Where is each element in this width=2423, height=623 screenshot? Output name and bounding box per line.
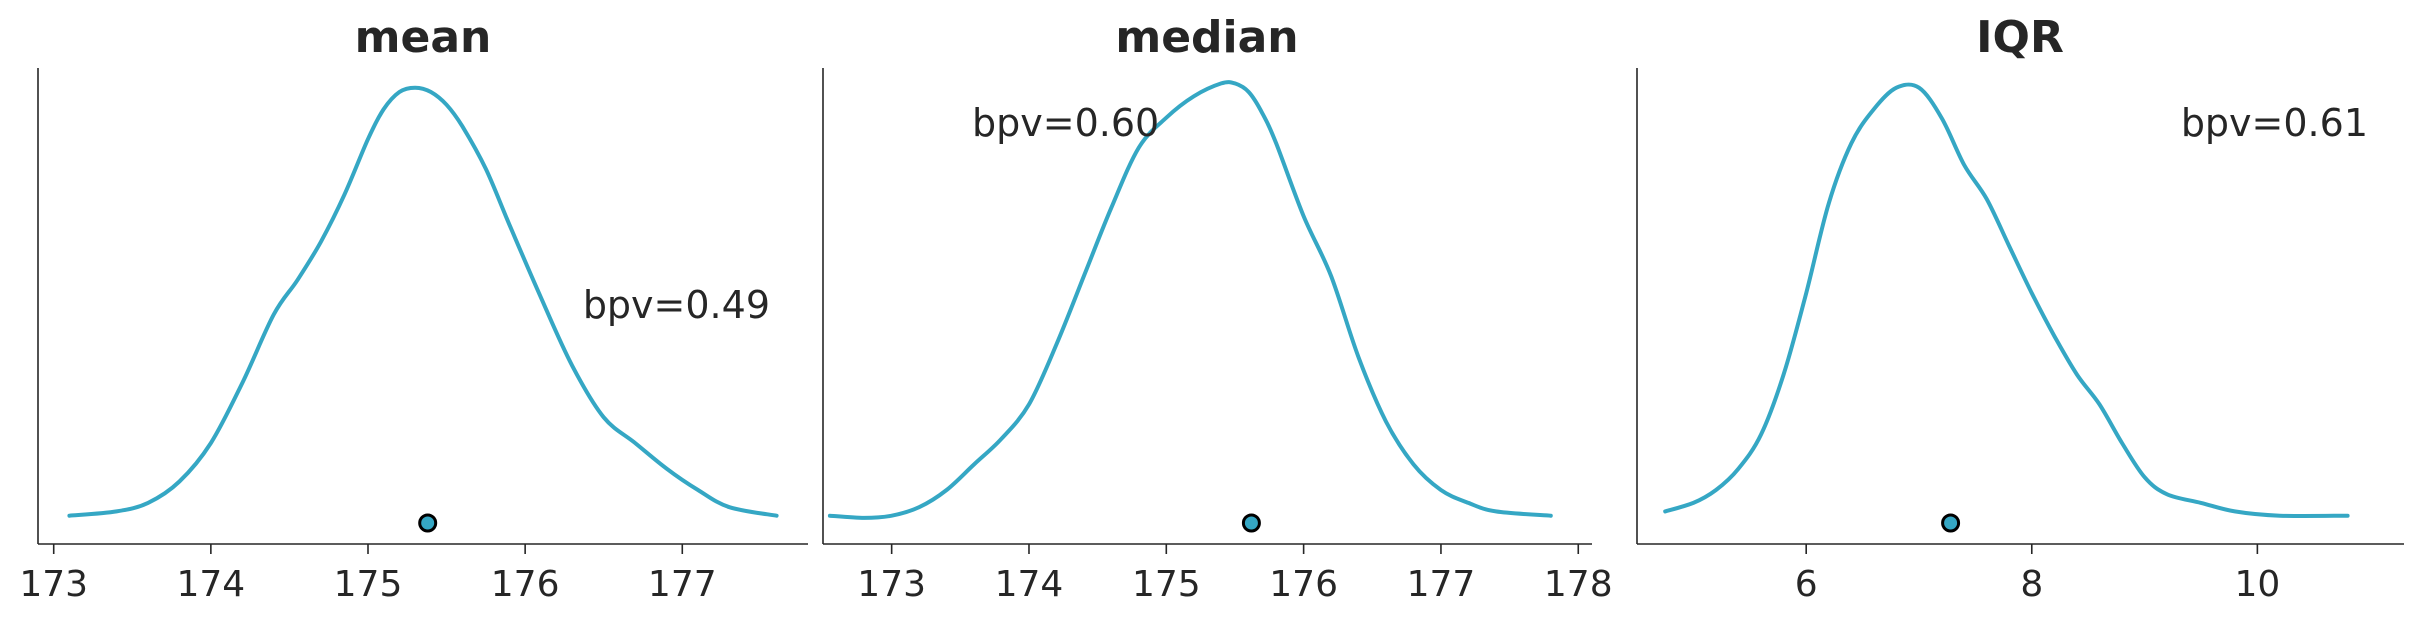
x-tick-label-mean: 174 [176, 564, 245, 605]
observed-statistic-point-iqr [1941, 513, 1961, 533]
kde-curve-median [827, 80, 1553, 520]
x-tick-label-iqr: 6 [1795, 564, 1818, 605]
kde-curve-mean [67, 85, 779, 518]
panel-mean: mean 173 174 175 176 177 bpv=0.49 [19, 12, 808, 605]
observed-statistic-point-median [1241, 513, 1261, 533]
x-tick-label-iqr: 8 [2020, 564, 2043, 605]
x-tick-label-median: 178 [1544, 564, 1613, 605]
x-tick-label-median: 173 [857, 564, 926, 605]
bpv-label-mean: bpv=0.49 [583, 283, 770, 327]
panel-median: median 173 174 175 176 177 178 bpv=0.60 [822, 12, 1613, 605]
x-tick-label-iqr: 10 [2234, 564, 2280, 605]
x-tick-label-mean: 177 [648, 564, 717, 605]
x-ticks-iqr: 6 8 10 [1795, 544, 2280, 605]
bpv-label-median: bpv=0.60 [972, 101, 1159, 145]
panel-title-median: median [1115, 12, 1298, 63]
bpv-label-iqr: bpv=0.61 [2181, 101, 2368, 145]
observed-statistic-point-mean [418, 513, 438, 533]
x-ticks-median: 173 174 175 176 177 178 [857, 544, 1613, 605]
kde-curve-iqr [1663, 82, 2350, 519]
panel-title-iqr: IQR [1976, 12, 2064, 63]
x-tick-label-median: 175 [1132, 564, 1201, 605]
x-tick-label-median: 174 [995, 564, 1064, 605]
x-tick-label-median: 176 [1269, 564, 1338, 605]
x-tick-label-median: 177 [1407, 564, 1476, 605]
panel-title-mean: mean [355, 12, 492, 63]
x-tick-label-mean: 175 [334, 564, 403, 605]
panel-iqr: IQR 6 8 10 bpv=0.61 [1636, 12, 2404, 605]
x-tick-label-mean: 173 [19, 564, 88, 605]
x-tick-label-mean: 176 [491, 564, 560, 605]
x-ticks-mean: 173 174 175 176 177 [19, 544, 717, 605]
